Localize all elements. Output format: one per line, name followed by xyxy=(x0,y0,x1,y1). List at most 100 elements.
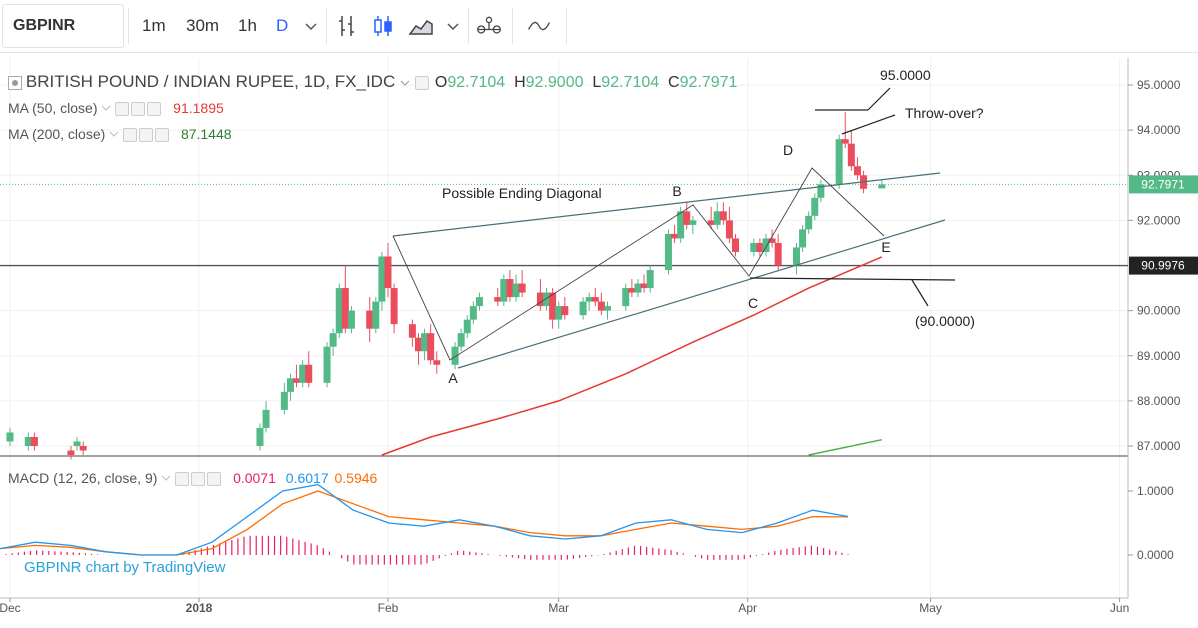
candle-body xyxy=(256,427,264,446)
close-label: C xyxy=(668,74,680,91)
lower-wedge-line[interactable] xyxy=(457,219,946,369)
candle-body xyxy=(622,288,630,307)
ohlc-readout: O92.7104 H92.9000 L92.7104 C92.7971 xyxy=(435,74,738,91)
interval-1h[interactable]: 1h xyxy=(238,16,257,35)
macd-line xyxy=(0,483,849,556)
price-tick-label: 92.0000 xyxy=(1137,213,1181,227)
target-low-leader[interactable] xyxy=(911,279,929,307)
candle-body xyxy=(329,333,337,347)
candle-body xyxy=(792,247,800,266)
chart-area[interactable]: Possible Ending Diagonal A B C D E 95.00… xyxy=(0,58,1198,623)
price-axis[interactable]: 95.000094.000093.000092.000090.000089.00… xyxy=(1128,78,1181,453)
drawings[interactable] xyxy=(392,87,956,369)
wave-path[interactable] xyxy=(392,167,885,361)
upper-wedge-line[interactable] xyxy=(392,172,941,237)
gear-icon[interactable] xyxy=(131,102,146,117)
macd-histogram xyxy=(5,535,849,565)
candle-body xyxy=(719,211,727,221)
close-icon[interactable] xyxy=(155,128,170,143)
symbol-search[interactable]: GBPINR xyxy=(2,4,124,48)
candle-body xyxy=(811,197,819,216)
indicators-icon[interactable] xyxy=(476,12,502,40)
time-tick-label: Apr xyxy=(738,601,757,615)
chevron-down-icon[interactable] xyxy=(161,473,171,483)
candle-body xyxy=(646,270,654,289)
candle-body xyxy=(762,238,770,252)
chevron-down-icon[interactable] xyxy=(298,12,324,40)
interval-1m[interactable]: 1m xyxy=(142,16,166,35)
candle-body xyxy=(634,283,642,293)
high-label: H xyxy=(514,74,526,91)
chart-canvas[interactable]: Possible Ending Diagonal A B C D E 95.00… xyxy=(0,58,1198,623)
candle-body xyxy=(585,297,593,302)
macd-hist-value: 0.0071 xyxy=(233,470,276,486)
price-label-line: 90.9976 xyxy=(1129,256,1198,275)
eye-icon[interactable] xyxy=(175,472,190,487)
toolbar-divider xyxy=(566,8,567,44)
candle-body xyxy=(305,364,313,383)
candle-body xyxy=(579,301,587,316)
low-label: L xyxy=(592,74,602,91)
candle-body xyxy=(280,391,288,410)
macd-legend[interactable]: MACD (12, 26, close, 9) 0.0071 0.6017 0.… xyxy=(8,470,377,487)
candle-body xyxy=(677,211,685,239)
macd-value: 0.6017 xyxy=(285,470,329,486)
toolbar-divider xyxy=(128,8,129,44)
ma200-legend[interactable]: MA (200, close) 87.1448 xyxy=(8,126,232,143)
chevron-down-icon[interactable] xyxy=(399,77,411,89)
macd-axis: 1.0000 0.0000 xyxy=(1128,484,1174,562)
toolbar-divider xyxy=(512,8,513,44)
chevron-down-icon[interactable] xyxy=(101,103,111,113)
candle-body xyxy=(500,279,508,302)
ma200-line xyxy=(808,438,882,456)
area-icon[interactable] xyxy=(408,12,434,40)
candle-body xyxy=(6,432,14,442)
candle-body xyxy=(725,220,733,239)
macd-label: MACD (12, 26, close, 9) xyxy=(8,470,158,486)
candle-body xyxy=(79,446,87,451)
close-icon[interactable] xyxy=(207,472,222,487)
ma50-legend[interactable]: MA (50, close) 91.1895 xyxy=(8,100,224,117)
candle-body xyxy=(494,297,502,302)
ma50-value: 91.1895 xyxy=(173,100,224,116)
candle-body xyxy=(683,211,691,225)
close-icon[interactable] xyxy=(147,102,162,117)
compare-icon[interactable] xyxy=(526,12,552,40)
candle-body xyxy=(299,364,307,383)
throw-over-label: Throw-over? xyxy=(905,105,984,121)
candle-body xyxy=(561,306,569,316)
settings-icon[interactable] xyxy=(415,76,430,91)
target-low-label: (90.0000) xyxy=(915,313,975,329)
toolbar-divider xyxy=(468,8,469,44)
eye-icon[interactable] xyxy=(115,102,130,117)
gear-icon[interactable] xyxy=(139,128,154,143)
time-axis[interactable]: Dec 2018 Feb Mar Apr May Jun xyxy=(0,598,1129,615)
interval-30m[interactable]: 30m xyxy=(186,16,220,35)
chevron-down-icon[interactable] xyxy=(109,129,119,139)
candle-body xyxy=(555,306,563,320)
candle-body xyxy=(597,301,605,311)
bar-style-icon[interactable] xyxy=(334,12,360,40)
target-high-leader[interactable] xyxy=(867,87,891,111)
price-tick-label: 87.0000 xyxy=(1137,439,1181,453)
candle-body xyxy=(664,233,672,271)
wave-label-c: C xyxy=(748,295,758,311)
candle-body xyxy=(536,292,544,307)
candle-body xyxy=(841,139,849,144)
throw-over-leader[interactable] xyxy=(841,114,896,135)
series-title: BRITISH POUND / INDIAN RUPEE, 1D, FX_IDC xyxy=(25,72,396,91)
gear-icon[interactable] xyxy=(191,472,206,487)
candles-icon[interactable] xyxy=(370,12,396,40)
chevron-down-icon[interactable] xyxy=(440,12,466,40)
interval-d[interactable]: D xyxy=(276,16,289,35)
target-low-line[interactable] xyxy=(749,277,956,281)
candle-body xyxy=(408,324,416,338)
candle-body xyxy=(341,288,349,329)
candle-body xyxy=(732,238,740,252)
macd-tick-label: 0.0000 xyxy=(1137,548,1174,562)
eye-icon[interactable] xyxy=(123,128,138,143)
target-high-label: 95.0000 xyxy=(880,67,931,83)
candle-body xyxy=(378,256,386,302)
candle-body xyxy=(713,211,721,225)
candle-body xyxy=(390,288,398,325)
